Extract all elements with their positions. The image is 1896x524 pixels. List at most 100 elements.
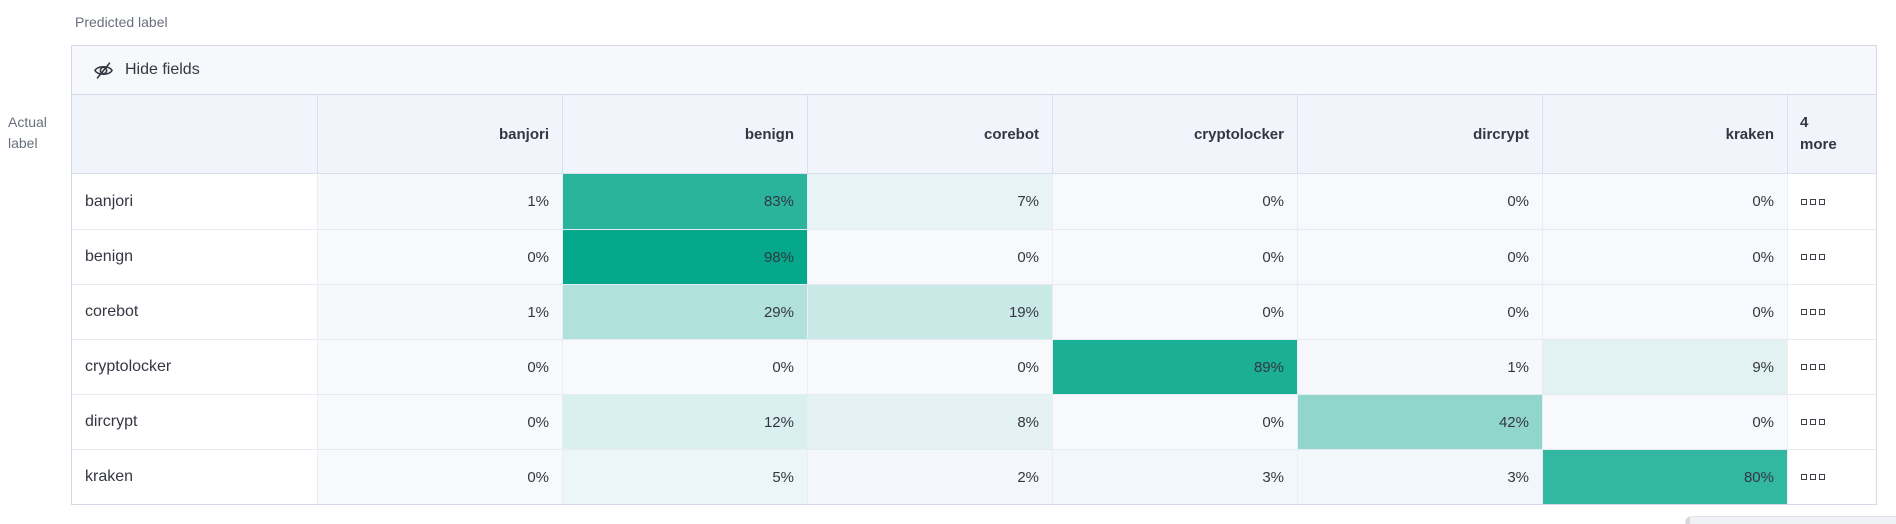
cell-cryptolocker-corebot: 0% (807, 340, 1052, 394)
header-corner-cell (72, 95, 317, 173)
box-glyph (1801, 198, 1807, 205)
box-glyph (1810, 254, 1816, 260)
horizontal-scrollbar-thumb[interactable] (1685, 516, 1896, 524)
cell-benign-benign: 98% (562, 230, 807, 284)
cell-dircrypt-benign: 12% (562, 395, 807, 449)
box-glyph (1810, 198, 1816, 205)
row-label-kraken: kraken (72, 450, 317, 504)
hide-fields-button[interactable]: Hide fields (93, 60, 200, 81)
box-glyph (1810, 474, 1816, 480)
cell-actions-banjori (1787, 174, 1876, 229)
cell-banjori-cryptolocker: 0% (1052, 174, 1297, 229)
header-cell-cryptolocker: cryptolocker (1052, 95, 1297, 173)
cell-banjori-benign: 83% (562, 174, 807, 229)
grid-row-cryptolocker: cryptolocker 0% 0% 0% 89% 1% 9% (72, 339, 1876, 394)
box-glyph (1801, 254, 1807, 260)
cell-banjori-kraken: 0% (1542, 174, 1787, 229)
boxes-horizontal-icon[interactable] (1801, 309, 1825, 315)
cell-actions-dircrypt (1787, 395, 1876, 449)
cell-banjori-banjori: 1% (317, 174, 562, 229)
row-label-dircrypt: dircrypt (72, 395, 317, 449)
cell-benign-banjori: 0% (317, 230, 562, 284)
header-cell-banjori: banjori (317, 95, 562, 173)
cell-corebot-dircrypt: 0% (1297, 285, 1542, 339)
grid-body: banjori 1% 83% 7% 0% 0% 0% benign 0% 98% 0% 0% 0% 0% c… (72, 174, 1876, 504)
header-cell-kraken: kraken (1542, 95, 1787, 173)
grid-row-corebot: corebot 1% 29% 19% 0% 0% 0% (72, 284, 1876, 339)
predicted-axis-label: Predicted label (75, 14, 168, 30)
more-columns-count: 4 (1800, 114, 1809, 131)
box-glyph (1801, 474, 1807, 480)
cell-actions-corebot (1787, 285, 1876, 339)
box-glyph (1819, 254, 1825, 260)
box-glyph (1801, 364, 1807, 370)
cell-cryptolocker-banjori: 0% (317, 340, 562, 394)
cell-dircrypt-kraken: 0% (1542, 395, 1787, 449)
cell-cryptolocker-dircrypt: 1% (1297, 340, 1542, 394)
box-glyph (1801, 419, 1807, 425)
grid-header-row: banjori benign corebot cryptolocker dircrypt… (72, 95, 1876, 174)
cell-cryptolocker-kraken: 9% (1542, 340, 1787, 394)
cell-dircrypt-corebot: 8% (807, 395, 1052, 449)
cell-corebot-benign: 29% (562, 285, 807, 339)
hide-fields-label: Hide fields (125, 61, 200, 78)
cell-benign-cryptolocker: 0% (1052, 230, 1297, 284)
box-glyph (1819, 419, 1825, 425)
header-cell-benign: benign (562, 95, 807, 173)
boxes-horizontal-icon[interactable] (1801, 474, 1825, 480)
row-label-banjori: banjori (72, 174, 317, 229)
box-glyph (1819, 198, 1825, 205)
box-glyph (1810, 364, 1816, 370)
grid-row-banjori: banjori 1% 83% 7% 0% 0% 0% (72, 174, 1876, 229)
boxes-horizontal-icon[interactable] (1801, 198, 1825, 205)
actual-axis-label-line1: Actual (8, 114, 47, 130)
more-columns-label: more (1800, 136, 1837, 153)
cell-cryptolocker-cryptolocker: 89% (1052, 340, 1297, 394)
cell-cryptolocker-benign: 0% (562, 340, 807, 394)
box-glyph (1810, 419, 1816, 425)
cell-benign-corebot: 0% (807, 230, 1052, 284)
actual-axis-label-line2: label (8, 135, 38, 151)
more-columns-button[interactable]: 4 more (1787, 95, 1876, 173)
grid-row-kraken: kraken 0% 5% 2% 3% 3% 80% (72, 449, 1876, 504)
cell-kraken-banjori: 0% (317, 450, 562, 504)
cell-kraken-kraken: 80% (1542, 450, 1787, 504)
cell-kraken-dircrypt: 3% (1297, 450, 1542, 504)
boxes-horizontal-icon[interactable] (1801, 419, 1825, 425)
row-label-cryptolocker: cryptolocker (72, 340, 317, 394)
boxes-horizontal-icon[interactable] (1801, 364, 1825, 370)
cell-kraken-corebot: 2% (807, 450, 1052, 504)
cell-dircrypt-banjori: 0% (317, 395, 562, 449)
header-cell-dircrypt: dircrypt (1297, 95, 1542, 173)
cell-corebot-banjori: 1% (317, 285, 562, 339)
cell-benign-dircrypt: 0% (1297, 230, 1542, 284)
eye-closed-icon (93, 60, 114, 81)
row-label-benign: benign (72, 230, 317, 284)
cell-banjori-corebot: 7% (807, 174, 1052, 229)
cell-corebot-corebot: 19% (807, 285, 1052, 339)
box-glyph (1819, 474, 1825, 480)
cell-kraken-benign: 5% (562, 450, 807, 504)
cell-actions-benign (1787, 230, 1876, 284)
actual-axis-label: Actual label (8, 112, 47, 154)
grid-toolbar: Hide fields (72, 46, 1876, 95)
cell-actions-cryptolocker (1787, 340, 1876, 394)
box-glyph (1810, 309, 1816, 315)
cell-kraken-cryptolocker: 3% (1052, 450, 1297, 504)
confusion-matrix-grid: Hide fields banjori benign corebot cryptolo… (71, 45, 1877, 505)
cell-dircrypt-cryptolocker: 0% (1052, 395, 1297, 449)
cell-benign-kraken: 0% (1542, 230, 1787, 284)
row-label-corebot: corebot (72, 285, 317, 339)
cell-corebot-kraken: 0% (1542, 285, 1787, 339)
box-glyph (1819, 309, 1825, 315)
cell-actions-kraken (1787, 450, 1876, 504)
box-glyph (1819, 364, 1825, 370)
cell-corebot-cryptolocker: 0% (1052, 285, 1297, 339)
header-cell-corebot: corebot (807, 95, 1052, 173)
grid-row-benign: benign 0% 98% 0% 0% 0% 0% (72, 229, 1876, 284)
box-glyph (1801, 309, 1807, 315)
boxes-horizontal-icon[interactable] (1801, 254, 1825, 260)
cell-banjori-dircrypt: 0% (1297, 174, 1542, 229)
cell-dircrypt-dircrypt: 42% (1297, 395, 1542, 449)
grid-row-dircrypt: dircrypt 0% 12% 8% 0% 42% 0% (72, 394, 1876, 449)
